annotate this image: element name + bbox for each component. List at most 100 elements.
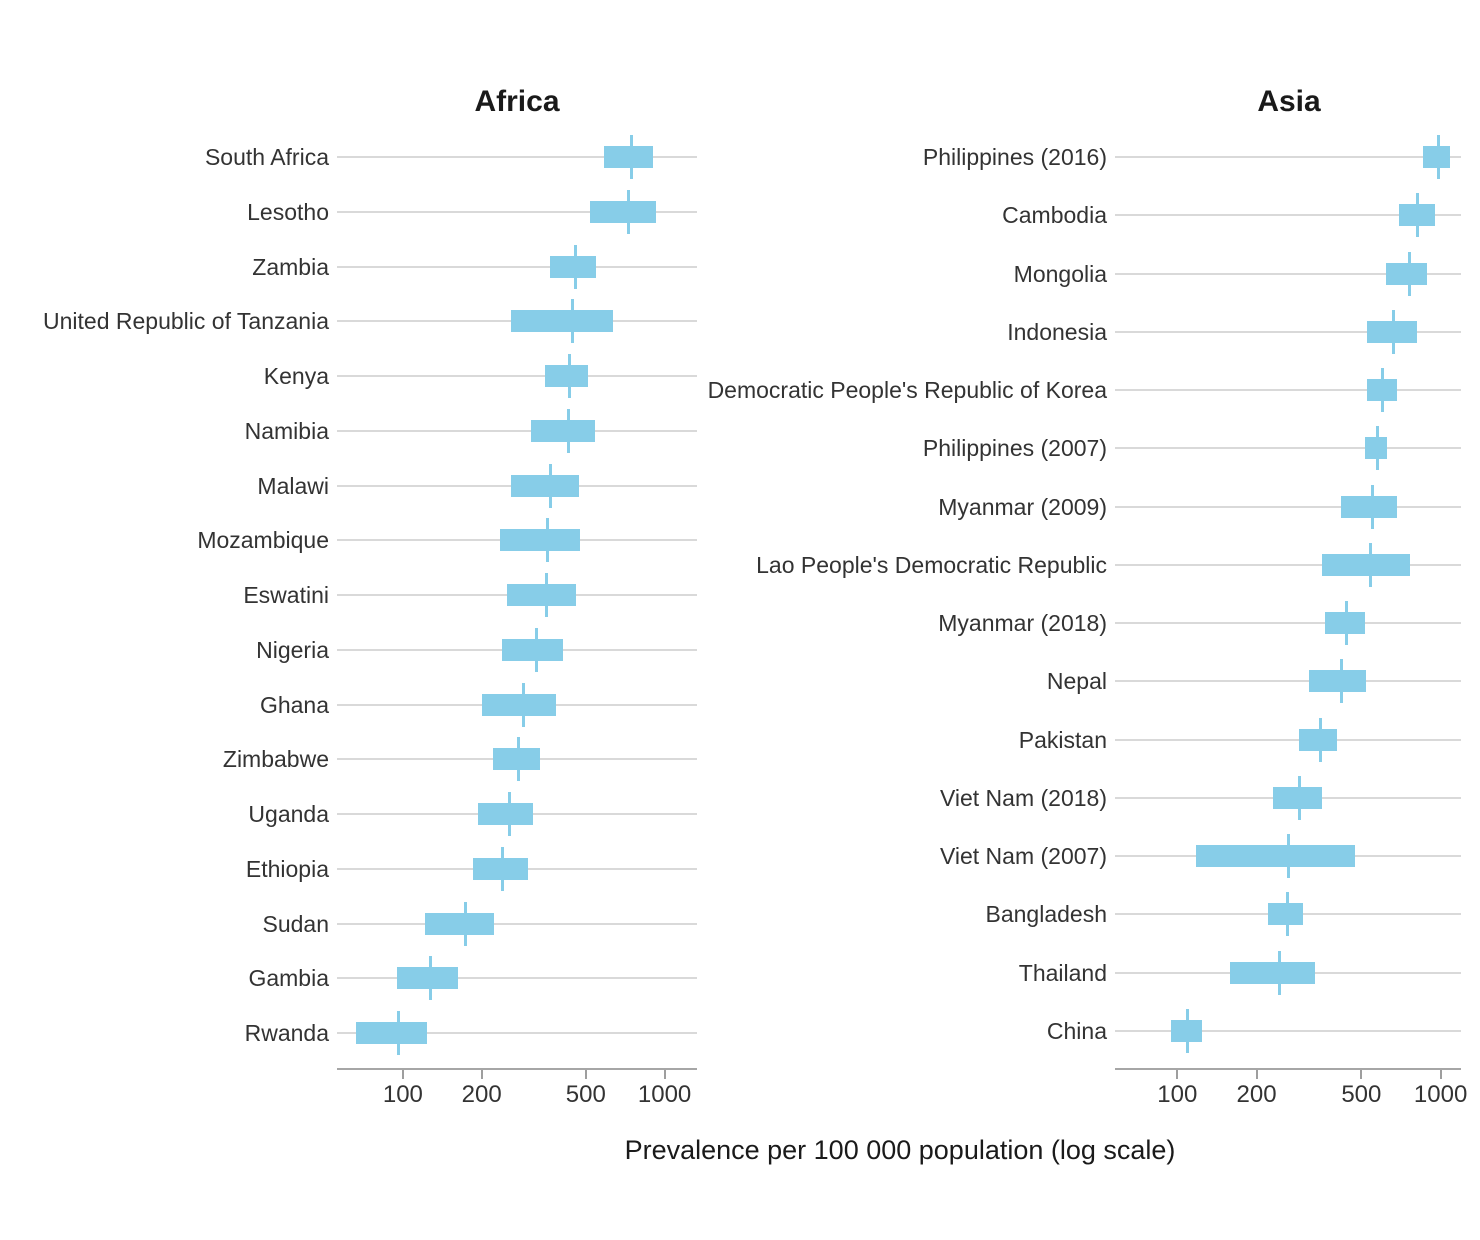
row-gridline: [337, 375, 697, 377]
confidence-interval-box: [590, 200, 657, 223]
x-axis-tick: [401, 1070, 404, 1079]
x-axis-tick: [1255, 1070, 1258, 1079]
category-label: South Africa: [204, 144, 329, 170]
confidence-interval-box: [1366, 379, 1398, 402]
category-label: Viet Nam (2018): [939, 784, 1107, 811]
facet-title-africa: Africa: [474, 85, 560, 118]
category-label: Philippines (2007): [922, 435, 1107, 462]
category-label: Philippines (2016): [922, 144, 1107, 170]
category-label: Mozambique: [197, 527, 329, 554]
confidence-interval-box: [500, 529, 580, 552]
row-gridline: [1115, 622, 1461, 625]
row-gridline: [1115, 389, 1461, 392]
confidence-interval-box: [1267, 903, 1304, 926]
row-gridline: [337, 265, 697, 268]
confidence-interval-box: [1325, 612, 1365, 635]
row-gridline: [337, 429, 697, 432]
row-gridline: [1115, 214, 1461, 217]
confidence-interval-box: [502, 638, 564, 661]
row-gridline: [1115, 738, 1461, 741]
row-gridline: [337, 977, 697, 980]
facet-title-asia: Asia: [1257, 85, 1321, 118]
row-gridline: [337, 210, 697, 213]
confidence-interval-box: [1171, 1020, 1202, 1042]
row-gridline: [1115, 505, 1461, 508]
category-label: Myanmar (2009): [938, 493, 1107, 520]
category-label: Nepal: [1046, 668, 1107, 695]
confidence-interval-box: [603, 146, 653, 168]
row-gridline: [1115, 330, 1461, 333]
category-label: Lesotho: [247, 198, 329, 225]
confidence-interval-box: [481, 693, 557, 716]
category-label: China: [1046, 1018, 1107, 1044]
category-label: Rwanda: [244, 1020, 329, 1046]
confidence-interval-box: [355, 1022, 428, 1044]
confidence-interval-box: [1196, 845, 1356, 868]
category-label: Eswatini: [243, 582, 329, 608]
confidence-interval-box: [1308, 670, 1366, 693]
x-axis-line: [1115, 1068, 1461, 1070]
confidence-interval-box: [545, 365, 589, 387]
confidence-interval-box: [1366, 320, 1417, 343]
x-axis-title: Prevalence per 100 000 population (log s…: [624, 1135, 1176, 1165]
row-gridline: [1115, 447, 1461, 450]
x-axis-tick-label: 500: [1341, 1081, 1382, 1108]
category-label: Indonesia: [1007, 318, 1107, 345]
x-axis-tick-label: 200: [1236, 1081, 1277, 1108]
category-label: Namibia: [244, 417, 329, 444]
row-gridline: [337, 156, 697, 158]
x-axis-tick-label: 100: [1157, 1081, 1198, 1108]
confidence-interval-box: [531, 419, 595, 442]
confidence-interval-box: [511, 310, 613, 333]
confidence-interval-box: [397, 967, 458, 990]
x-axis-tick-label: 100: [382, 1081, 423, 1108]
category-label: Ethiopia: [245, 855, 329, 882]
x-axis-tick: [1360, 1070, 1363, 1079]
confidence-interval-box: [425, 912, 494, 935]
row-gridline: [1115, 156, 1461, 158]
confidence-interval-box: [472, 857, 528, 880]
x-axis-tick-label: 1000: [1413, 1081, 1468, 1108]
row-gridline: [337, 922, 697, 925]
category-label: Malawi: [257, 472, 329, 499]
x-axis-tick-label: 1000: [637, 1081, 692, 1108]
category-label: Bangladesh: [985, 901, 1108, 928]
confidence-interval-box: [1364, 437, 1387, 460]
confidence-interval-box: [507, 584, 577, 606]
confidence-interval-box: [550, 255, 596, 278]
category-label: Nigeria: [256, 636, 329, 663]
x-axis-tick-label: 500: [565, 1081, 606, 1108]
confidence-interval-box: [1385, 262, 1428, 285]
x-axis-tick: [1176, 1070, 1179, 1079]
confidence-interval-box: [492, 748, 541, 771]
category-label: Democratic People's Republic of Korea: [707, 377, 1107, 404]
confidence-interval-box: [1322, 553, 1410, 576]
category-label: Ghana: [259, 691, 329, 718]
confidence-interval-box: [511, 474, 579, 497]
category-label: Kenya: [263, 363, 329, 389]
category-label: Gambia: [248, 965, 329, 992]
row-gridline: [1115, 1030, 1461, 1032]
x-axis-line: [337, 1068, 697, 1070]
confidence-interval-box: [1272, 786, 1323, 809]
category-label: Lao People's Democratic Republic: [756, 551, 1107, 578]
row-gridline: [1115, 563, 1461, 566]
confidence-interval-box: [1399, 204, 1436, 227]
confidence-interval-box: [1341, 495, 1398, 518]
confidence-interval-box: [1299, 728, 1338, 751]
row-gridline: [337, 1032, 697, 1034]
category-label: Pakistan: [1018, 726, 1107, 753]
confidence-interval-box: [1229, 961, 1315, 984]
confidence-interval-box: [1423, 146, 1451, 168]
category-label: Zambia: [252, 253, 329, 280]
category-label: Sudan: [262, 910, 329, 937]
x-axis-tick: [480, 1070, 483, 1079]
x-axis-tick: [1439, 1070, 1442, 1079]
category-label: Viet Nam (2007): [939, 843, 1107, 870]
row-gridline: [1115, 680, 1461, 683]
category-label: Uganda: [248, 801, 329, 827]
category-label: Cambodia: [1002, 202, 1107, 229]
row-gridline: [1115, 272, 1461, 275]
category-label: United Republic of Tanzania: [43, 308, 329, 335]
